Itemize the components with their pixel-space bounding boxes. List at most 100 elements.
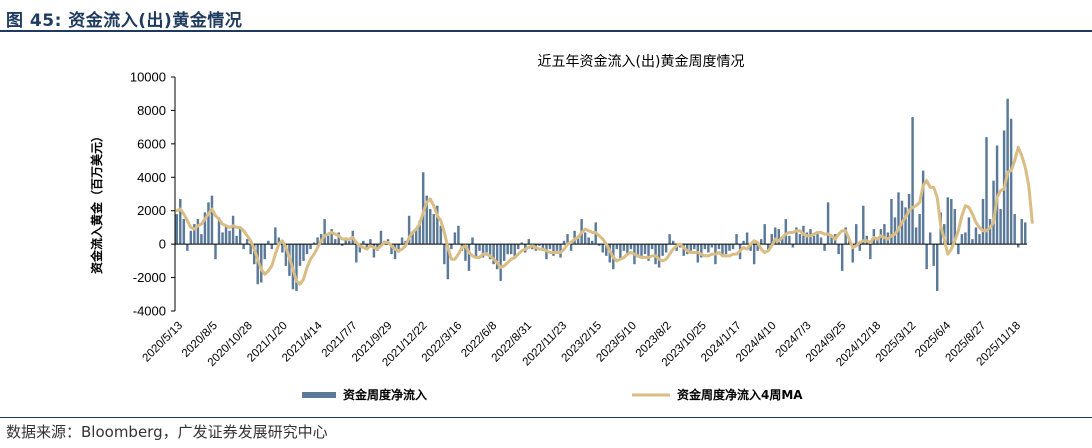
y-axis-label: 资金流入黄金（百万美元） [89,130,104,274]
bar [390,244,393,255]
bar [502,244,506,261]
bar [967,217,971,245]
bar [745,232,749,245]
bar [619,244,622,260]
bar [221,232,224,245]
bar [341,244,344,246]
bar [538,244,541,246]
bar [988,219,992,245]
bar [876,237,879,245]
bar [326,235,330,245]
bar [552,244,555,256]
bar [245,239,249,245]
bar [661,244,664,256]
bar [791,244,795,248]
bar [731,244,735,250]
bar [587,237,590,245]
bar [281,244,284,253]
bar [179,199,182,245]
bar [756,244,759,251]
bar [851,244,854,263]
bar [330,229,333,245]
bar [626,244,629,255]
bar [717,244,721,250]
bar [527,239,531,245]
bar [182,219,186,245]
bar [548,244,552,250]
bar [812,235,816,245]
bar [914,227,918,245]
legend-label-line: 资金周度净流入4周MA [677,387,803,402]
bar [175,214,178,245]
bar [907,194,911,245]
bar [576,235,580,245]
bar [890,199,893,245]
y-tick-label: -2000 [133,270,166,285]
bar [928,232,932,245]
bar [925,244,928,270]
bar [893,217,897,245]
bar [562,240,566,245]
bar [393,244,397,260]
bar [362,240,365,245]
bar [1020,219,1023,245]
bar [566,234,569,245]
bar [418,220,421,245]
bar [590,240,594,245]
bar [439,225,443,245]
bar [911,117,914,245]
bar [407,215,411,245]
bar [189,230,193,245]
bar [844,227,847,245]
bar [569,244,573,251]
x-tick-label: 2020/5/13 [140,320,185,365]
bar [488,244,492,260]
bar [355,244,358,263]
bar [365,244,369,250]
bar [763,224,766,245]
bar [520,242,524,245]
bar [710,244,714,248]
bar [636,244,640,258]
bar [263,244,266,260]
figure-title: 图 45: 资金流入(出)黄金情况 [6,11,243,31]
legend-label-bar: 资金周度净流入 [343,387,427,402]
ma-line [175,145,1034,286]
source-note: 数据来源：Bloomberg，广发证券发展研究中心 [6,423,328,441]
bar [471,237,474,245]
bar [411,232,414,245]
bar [478,244,481,251]
bar [858,244,861,251]
bar [869,244,872,260]
bar [312,242,316,245]
bar [953,209,957,245]
bar [957,244,960,255]
bar [601,244,604,253]
bar [640,244,643,256]
bar [1024,222,1027,245]
bar [400,237,404,245]
bar [668,234,671,245]
bar [432,214,435,245]
bar [242,244,245,250]
bar [277,237,281,245]
bar [985,137,988,245]
y-tick-label: -4000 [133,304,166,319]
bar [999,209,1002,245]
bar [1009,118,1013,245]
bar [252,244,256,265]
bar [249,244,252,255]
bar [583,232,587,245]
bar [495,244,499,270]
bar [193,224,196,245]
bar [457,225,460,245]
bar [453,232,457,245]
bar [309,244,312,250]
bar [446,244,450,280]
bar [819,237,823,245]
bar [981,199,985,245]
bar [629,244,633,250]
bar [721,244,724,256]
bar [464,244,467,261]
bar [823,244,826,251]
